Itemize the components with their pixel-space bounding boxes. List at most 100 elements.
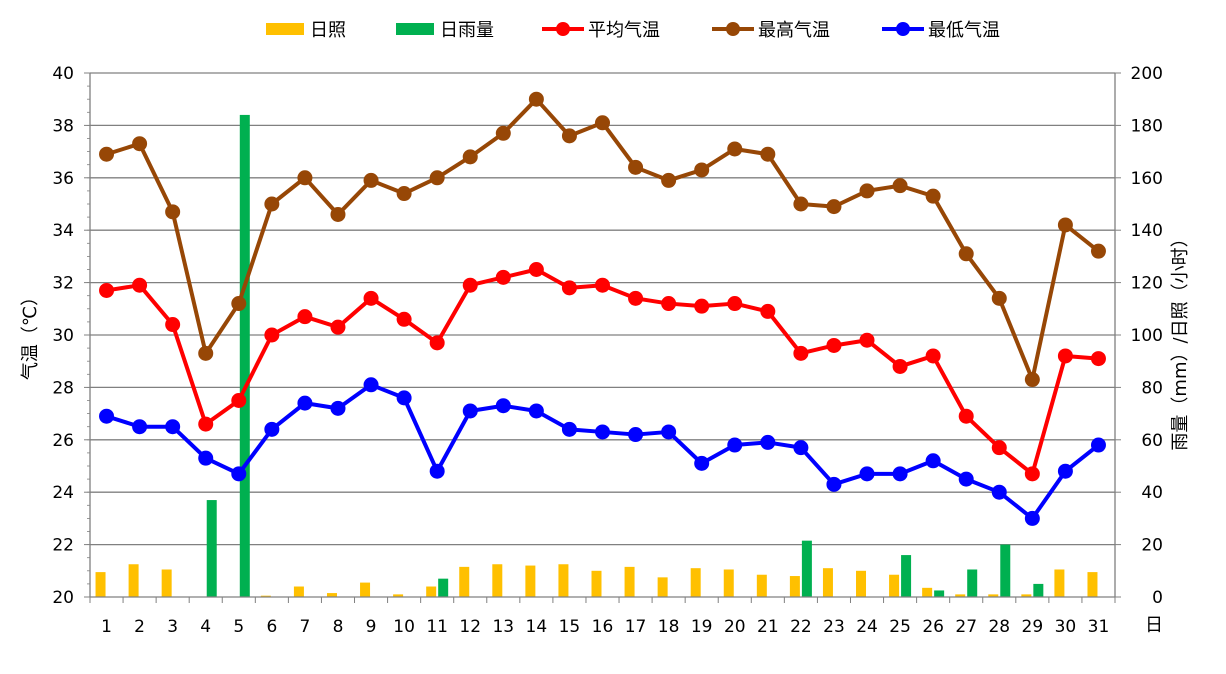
- bar-rainfall: [801, 540, 812, 597]
- point-avg-temp: [595, 277, 610, 293]
- point-min-temp: [628, 427, 644, 443]
- point-min-temp: [363, 377, 379, 393]
- legend-label: 日照: [310, 20, 346, 41]
- point-max-temp: [1057, 217, 1073, 233]
- point-avg-temp: [231, 393, 247, 408]
- point-max-temp: [495, 125, 511, 141]
- point-max-temp: [429, 170, 445, 186]
- bar-sunshine: [525, 565, 536, 597]
- bar-sunshine: [293, 586, 304, 597]
- point-min-temp: [495, 398, 511, 414]
- bar-sunshine: [459, 566, 470, 597]
- bar-sunshine: [1021, 594, 1032, 597]
- point-avg-temp: [661, 296, 677, 312]
- point-max-temp: [1090, 243, 1106, 259]
- legend-label: 日雨量: [440, 20, 494, 41]
- bar-sunshine: [690, 568, 701, 597]
- point-max-temp: [132, 136, 148, 152]
- point-avg-temp: [330, 319, 346, 335]
- bar-sunshine: [128, 564, 139, 597]
- point-max-temp: [958, 246, 974, 262]
- bar-sunshine: [657, 577, 668, 597]
- bar-sunshine: [426, 586, 437, 597]
- x-tick-label: 7: [300, 617, 311, 637]
- x-tick-label: 14: [526, 617, 548, 637]
- legend-marker: [556, 22, 570, 36]
- bar-sunshine: [723, 569, 734, 597]
- bar-series: [95, 114, 1098, 598]
- point-min-temp: [198, 450, 214, 466]
- right-axis-label: 雨量（mm）/日照（小时）: [1170, 229, 1191, 450]
- point-min-temp: [760, 434, 776, 450]
- legend-label: 最高气温: [758, 20, 830, 41]
- bar-sunshine: [789, 576, 800, 597]
- legend-marker: [896, 22, 910, 36]
- point-max-temp: [694, 162, 710, 178]
- x-tick-label: 17: [625, 617, 647, 637]
- left-tick-label: 36: [52, 169, 74, 189]
- bar-sunshine: [591, 570, 602, 597]
- point-avg-temp: [958, 408, 974, 424]
- point-max-temp: [297, 170, 313, 186]
- bar-sunshine: [1054, 569, 1065, 597]
- point-avg-temp: [363, 290, 379, 306]
- point-avg-temp: [859, 332, 875, 348]
- point-min-temp: [264, 421, 280, 437]
- point-avg-temp: [793, 345, 809, 361]
- point-min-temp: [396, 390, 412, 406]
- point-min-temp: [1090, 437, 1106, 453]
- right-tick-label: 160: [1131, 169, 1163, 189]
- point-min-temp: [1057, 463, 1073, 479]
- x-tick-label: 2: [134, 617, 145, 637]
- bar-rainfall: [438, 578, 449, 597]
- bar-rainfall: [239, 114, 250, 598]
- point-max-temp: [628, 159, 644, 175]
- point-min-temp: [595, 424, 610, 440]
- x-tick-label: 16: [592, 617, 614, 637]
- bar-rainfall: [206, 500, 217, 597]
- left-tick-label: 24: [52, 483, 74, 503]
- point-max-temp: [363, 172, 379, 188]
- x-tick-label: 22: [790, 617, 812, 637]
- x-tick-label: 28: [988, 617, 1010, 637]
- legend-label: 平均气温: [588, 20, 660, 41]
- x-tick-label: 31: [1088, 617, 1110, 637]
- point-avg-temp: [132, 277, 148, 293]
- x-tick-label: 25: [889, 617, 911, 637]
- x-axis-label: 日: [1145, 615, 1163, 636]
- point-min-temp: [132, 419, 148, 435]
- point-avg-temp: [925, 348, 941, 364]
- point-avg-temp: [694, 298, 710, 314]
- x-tick-label: 26: [922, 617, 944, 637]
- point-max-temp: [1024, 372, 1040, 388]
- point-min-temp: [892, 466, 908, 482]
- x-tick-label: 19: [691, 617, 713, 637]
- left-axis-ticks: 20 22 24 26 28 30 32 34 36 38 40: [52, 64, 74, 608]
- x-tick-label: 27: [955, 617, 977, 637]
- point-min-temp: [462, 403, 478, 419]
- bar-rainfall: [934, 590, 945, 597]
- point-max-temp: [330, 206, 346, 222]
- bar-sunshine: [988, 594, 999, 597]
- line-avg-temp: [106, 267, 1099, 476]
- bar-sunshine: [624, 566, 635, 597]
- x-tick-label: 29: [1022, 617, 1044, 637]
- point-avg-temp: [528, 262, 544, 277]
- point-max-temp: [661, 172, 677, 188]
- point-max-temp: [727, 141, 743, 157]
- point-max-temp: [826, 199, 842, 215]
- point-min-temp: [925, 453, 941, 469]
- x-tick-label: 30: [1055, 617, 1077, 637]
- point-avg-temp: [1090, 351, 1106, 367]
- x-tick-label: 6: [266, 617, 277, 637]
- point-avg-temp: [396, 311, 412, 327]
- bar-rainfall: [1000, 544, 1011, 597]
- x-tick-label: 13: [492, 617, 514, 637]
- x-axis-ticks: 1 2 3 4 5 6 7 8 9 10 11 12 13 14 15 16 17 18 19 20 21 22 23 24 2…: [101, 617, 1109, 637]
- point-max-temp: [99, 146, 115, 162]
- axes: [84, 72, 1121, 603]
- point-min-temp: [694, 455, 710, 471]
- point-max-temp: [793, 196, 809, 212]
- left-tick-label: 40: [52, 64, 74, 84]
- left-tick-label: 26: [52, 431, 74, 451]
